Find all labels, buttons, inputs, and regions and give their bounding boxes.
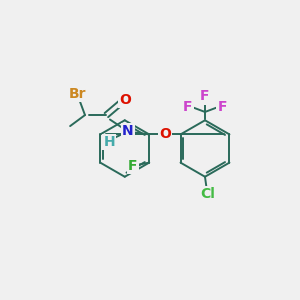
Text: H: H <box>103 135 115 149</box>
Text: Cl: Cl <box>200 187 215 201</box>
Text: Br: Br <box>69 87 86 101</box>
Text: O: O <box>119 93 131 106</box>
Text: O: O <box>159 128 171 141</box>
Text: N: N <box>122 124 134 138</box>
Text: F: F <box>183 100 193 115</box>
Text: F: F <box>218 100 227 115</box>
Text: F: F <box>128 159 138 172</box>
Text: F: F <box>200 89 210 103</box>
